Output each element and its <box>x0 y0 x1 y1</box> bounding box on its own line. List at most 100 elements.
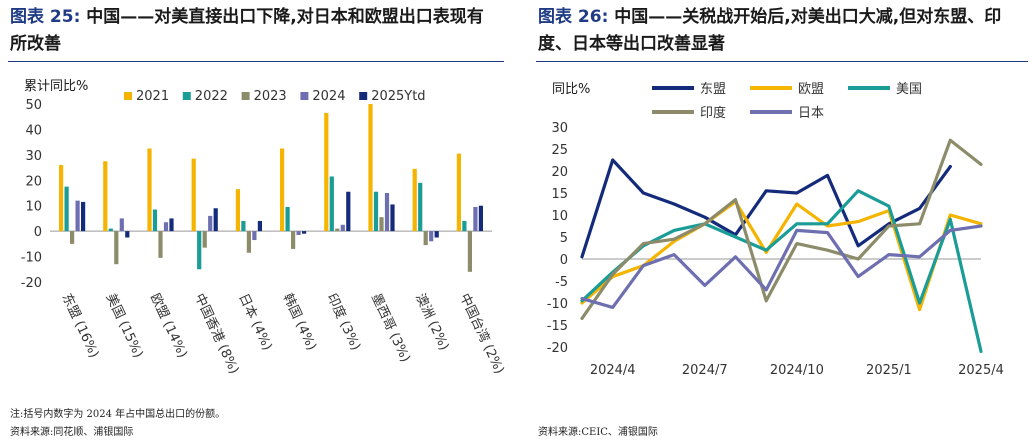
bar-legend-label-2022: 2022 <box>195 89 228 104</box>
bar-2025Ytd-3 <box>213 208 218 232</box>
bar-2021-7 <box>368 104 373 232</box>
line-y-tick-label: 0 <box>560 253 568 268</box>
line-point-日本-12 <box>949 229 952 232</box>
line-point-东盟-6 <box>764 189 768 192</box>
line-y-tick-label: 30 <box>551 121 568 136</box>
line-y-tick-label: 15 <box>551 187 568 202</box>
right-source: 资料来源:CEIC、浦银国际 <box>538 427 658 438</box>
bar-2024-1 <box>119 218 124 232</box>
line-y-tick-label: -20 <box>547 341 568 356</box>
line-point-欧盟-6 <box>764 251 768 254</box>
left-figure-panel: 图表 25: 中国——对美直接出口下降,对日本和欧盟出口表现有所改善 累计同比%… <box>0 0 510 445</box>
bar-2024-8 <box>429 231 434 242</box>
bar-2021-4 <box>235 189 240 232</box>
bar-2023-0 <box>70 231 75 244</box>
line-point-印度-6 <box>764 299 768 302</box>
bar-2022-7 <box>373 191 379 232</box>
line-legend-label-日本: 日本 <box>798 106 824 121</box>
bar-2021-5 <box>280 148 285 232</box>
line-point-日本-2 <box>642 264 645 267</box>
bar-y-tick-label: -20 <box>21 276 42 291</box>
line-point-美国-8 <box>826 222 829 225</box>
bar-2022-5 <box>285 206 290 232</box>
bar-legend-swatch-2024 <box>300 92 309 100</box>
line-point-美国-3 <box>672 229 676 232</box>
line-y-tick-label: 25 <box>551 143 568 158</box>
line-legend-label-美国: 美国 <box>896 82 922 97</box>
bar-y-tick-label: 30 <box>25 149 42 164</box>
line-y-tick-label: -15 <box>547 319 568 334</box>
line-point-美国-13 <box>979 350 983 353</box>
line-point-美国-9 <box>857 189 860 192</box>
bar-x-category-label: 东盟 (16%) <box>58 291 101 360</box>
bar-2021-8 <box>412 168 417 232</box>
right-figure-title: 图表 26: 中国——关税战开始后,对美出口大减,但对东盟、印度、日本等出口改善… <box>538 4 1028 58</box>
bar-legend-label-2021: 2021 <box>136 89 169 104</box>
line-point-印度-8 <box>826 249 829 252</box>
line-point-美国-11 <box>918 301 921 305</box>
bar-2025Ytd-8 <box>434 231 439 238</box>
bar-y-tick-label: -10 <box>21 251 42 266</box>
bar-2024-9 <box>473 206 478 232</box>
line-x-tick-label: 2025/1 <box>866 363 912 378</box>
line-point-印度-11 <box>918 222 921 225</box>
line-point-东盟-12 <box>949 165 952 168</box>
left-figure-label: 图表 25: <box>10 7 81 27</box>
line-point-日本-3 <box>672 253 676 256</box>
bar-2022-1 <box>108 228 113 232</box>
left-title-rule <box>8 61 504 62</box>
bar-2021-3 <box>191 158 196 232</box>
bar-x-category-label: 中国台湾 (2%) <box>456 291 507 377</box>
bar-2023-4 <box>246 231 251 253</box>
bar-2024-2 <box>163 222 169 232</box>
bar-chart: 累计同比% 2021 2022 2023 2024 2025Ytd -20 -10 0 10 20 3… <box>21 79 508 377</box>
bar-2024-0 <box>75 200 80 232</box>
line-legend-label-印度: 印度 <box>700 105 726 121</box>
bar-x-category-label: 墨西哥 (3%) <box>368 291 413 364</box>
line-point-美国-10 <box>887 205 891 208</box>
bar-2021-9 <box>456 153 461 232</box>
line-point-印度-1 <box>611 273 614 276</box>
bar-2023-7 <box>379 217 384 232</box>
bar-2022-3 <box>197 231 202 270</box>
bar-x-category-label: 印度 (3%) <box>324 291 364 353</box>
line-y-tick-label: 5 <box>560 231 568 246</box>
bar-2023-5 <box>291 231 296 249</box>
line-x-tick-label: 2024/4 <box>590 363 636 378</box>
line-x-tick-label: 2024/10 <box>770 363 824 378</box>
line-point-印度-0 <box>580 317 584 320</box>
left-figure-title: 图表 25: 中国——对美直接出口下降,对日本和欧盟出口表现有所改善 <box>10 4 500 58</box>
bar-2022-9 <box>462 220 467 232</box>
bar-y-tick-label: 0 <box>34 225 42 240</box>
bar-legend-label-2025Ytd: 2025Ytd <box>371 89 425 104</box>
line-point-东盟-2 <box>642 191 645 195</box>
line-legend-label-欧盟: 欧盟 <box>798 82 824 97</box>
line-x-tick-label: 2024/7 <box>682 363 728 378</box>
line-point-欧盟-11 <box>918 308 921 311</box>
bar-legend-swatch-2023 <box>241 92 250 100</box>
bar-x-category-label: 澳洲 (2%) <box>412 291 452 353</box>
bar-2024-4 <box>252 231 257 241</box>
bar-x-category-label: 中国香港 (8%) <box>191 291 241 376</box>
line-point-东盟-7 <box>795 191 799 195</box>
bar-2025Ytd-5 <box>302 231 307 234</box>
bar-x-category-label: 欧盟 (14%) <box>147 291 190 360</box>
left-footnote: 注:括号内数字为 2024 年占中国总出口的份额。 <box>10 409 226 420</box>
bar-2023-9 <box>467 231 472 272</box>
line-point-日本-4 <box>703 284 706 287</box>
line-point-欧盟-13 <box>979 222 983 225</box>
bar-x-category-label: 韩国 (4%) <box>279 291 318 353</box>
line-point-印度-13 <box>979 163 983 166</box>
bar-2024-5 <box>296 231 301 235</box>
line-point-东盟-8 <box>826 174 829 177</box>
line-point-日本-11 <box>918 255 921 258</box>
line-point-印度-5 <box>734 198 737 201</box>
bar-2025Ytd-0 <box>81 201 86 232</box>
line-y-tick-label: -10 <box>547 297 568 312</box>
line-point-东盟-9 <box>857 244 860 247</box>
line-point-美国-7 <box>795 222 799 225</box>
line-point-日本-7 <box>795 229 799 232</box>
line-y-tick-label: 20 <box>551 165 568 180</box>
bar-2022-0 <box>64 186 69 232</box>
